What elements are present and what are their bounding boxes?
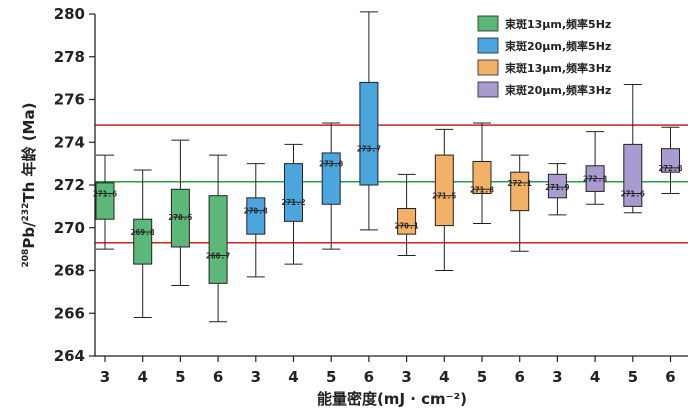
x-tick-label: 6	[213, 368, 223, 386]
y-tick-label: 280	[54, 5, 85, 23]
x-tick-label: 6	[364, 368, 374, 386]
legend-swatch	[477, 81, 499, 98]
y-tick-label: 272	[54, 176, 85, 194]
median-label: 270.5	[168, 213, 192, 222]
y-tick-label: 278	[54, 48, 85, 66]
box-iqr	[623, 143, 643, 207]
median-label: 269.8	[131, 228, 155, 237]
x-tick-label: 5	[628, 368, 638, 386]
x-tick-label: 6	[514, 368, 524, 386]
box-group: 269.8	[131, 169, 155, 319]
box-group: 271.6	[621, 84, 645, 214]
median-label: 268.7	[206, 252, 230, 261]
box-iqr	[547, 173, 567, 199]
median-label: 272.1	[508, 179, 532, 188]
median-label: 271.5	[432, 192, 456, 201]
x-tick-label: 3	[251, 368, 261, 386]
y-tick-label: 266	[54, 304, 85, 322]
box-iqr	[661, 148, 680, 173]
legend-label: 束斑13μm,频率3Hz	[505, 61, 611, 75]
y-axis-title-pb: Pb/	[20, 221, 38, 249]
y-ticks: 264 266 268 270 272 274 276 278 280	[54, 5, 95, 365]
median-label: 273.7	[357, 145, 381, 154]
median-label: 272.3	[583, 175, 607, 184]
x-tick-label: 6	[665, 368, 675, 386]
x-ticks: 3 4 5 6 3 4 5 6 3 4 5 6 3 4 5 6	[100, 356, 676, 386]
box-iqr	[208, 195, 228, 284]
box-group: 268.7	[206, 154, 230, 323]
x-tick-label: 5	[326, 368, 336, 386]
box-group: 272.8	[658, 126, 683, 195]
median-label: 272.8	[658, 164, 682, 173]
legend-label: 束斑20μm,频率5Hz	[505, 39, 611, 53]
box-group: 271.8	[470, 122, 494, 224]
x-tick-label: 5	[175, 368, 185, 386]
median-label: 273.0	[319, 160, 343, 169]
median-label: 271.2	[281, 198, 305, 207]
box-plots: 271.6 269.8 270.5 268.7 270.8 271.2 273.0 273.7…	[93, 11, 683, 323]
box-group: 272.3	[583, 131, 607, 205]
box-group: 270.8	[244, 163, 268, 278]
box-iqr	[510, 171, 530, 212]
box-group: 273.0	[319, 122, 343, 250]
box-iqr	[170, 188, 190, 248]
y-tick-label: 270	[54, 219, 85, 237]
box-iqr	[472, 160, 492, 195]
x-tick-label: 5	[477, 368, 487, 386]
median-label: 271.6	[93, 190, 117, 199]
box-group: 271.6	[93, 154, 117, 250]
y-tick-label: 268	[54, 262, 85, 280]
x-tick-label: 4	[439, 368, 449, 386]
box-iqr	[434, 154, 454, 227]
box-iqr	[133, 218, 153, 265]
median-label: 271.9	[545, 183, 569, 192]
x-tick-label: 4	[590, 368, 600, 386]
legend: 束斑13μm,频率5Hz 束斑20μm,频率5Hz 束斑13μm,频率3Hz 束斑20…	[477, 15, 611, 98]
median-label: 271.8	[470, 185, 494, 194]
median-label: 271.6	[621, 190, 645, 199]
x-tick-label: 4	[288, 368, 298, 386]
box-group: 271.2	[281, 143, 306, 265]
box-group: 271.5	[432, 128, 457, 271]
box-iqr	[95, 182, 115, 220]
x-tick-label: 3	[552, 368, 562, 386]
box-iqr	[284, 163, 303, 222]
box-group: 271.9	[545, 163, 570, 216]
y-axis-title-rest: Th 年龄 (Ma)	[20, 103, 38, 203]
legend-label: 束斑13μm,频率5Hz	[505, 17, 611, 31]
box-iqr	[397, 208, 417, 235]
box-group: 270.1	[395, 173, 419, 257]
box-iqr	[359, 81, 379, 186]
legend-swatch	[477, 59, 499, 76]
x-tick-label: 4	[137, 368, 147, 386]
y-axis-title-sup2: 232	[21, 203, 31, 222]
legend-label: 束斑20μm,频率3Hz	[505, 83, 611, 97]
box-group: 273.7	[357, 11, 381, 231]
box-group: 270.5	[168, 139, 193, 286]
box-iqr	[321, 152, 341, 205]
median-label: 270.1	[395, 222, 419, 231]
x-tick-label: 3	[100, 368, 110, 386]
box-iqr	[246, 197, 266, 235]
median-label: 270.8	[244, 207, 268, 216]
box-group: 272.1	[508, 154, 532, 252]
y-tick-label: 276	[54, 91, 85, 109]
y-axis-title: 208Pb/232Th 年龄 (Ma)	[20, 103, 38, 268]
y-axis-title-sup1: 208	[21, 249, 31, 268]
y-tick-label: 264	[54, 347, 85, 365]
legend-swatch	[477, 15, 499, 32]
y-tick-label: 274	[54, 133, 85, 151]
legend-swatch	[477, 37, 499, 54]
x-tick-label: 3	[401, 368, 411, 386]
x-axis-title: 能量密度(mJ · cm⁻²)	[317, 390, 467, 408]
